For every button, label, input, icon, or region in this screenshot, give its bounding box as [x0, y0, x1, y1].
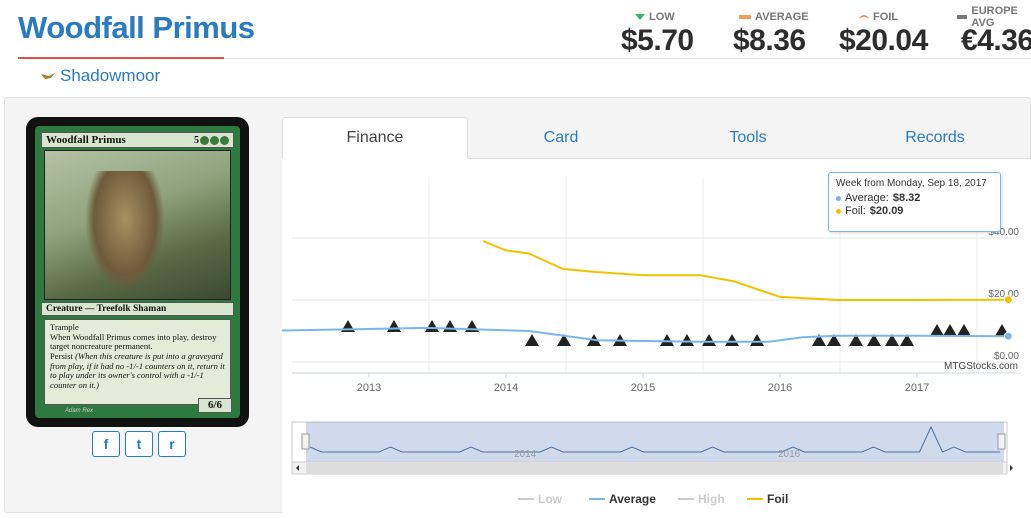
y-tick-label: $0.00 [994, 351, 1019, 362]
tooltip-average-value: $8.32 [892, 192, 921, 204]
set-symbol-icon [443, 320, 457, 332]
y-tick-label: $40.00 [988, 227, 1019, 238]
price-europe-value: €4.36 [961, 24, 1031, 57]
foil-dot-icon [836, 208, 841, 214]
set-symbol-icon [957, 324, 971, 336]
card-name: Woodfall Primus [46, 134, 126, 146]
legend-item: High [698, 492, 725, 506]
shadowmoor-set-icon [41, 73, 55, 79]
series-line-average [254, 326, 1009, 343]
navigator-handle [301, 433, 310, 450]
tooltip-foil-value: $20.09 [869, 205, 904, 217]
price-average: AVERAGE $8.36 [733, 11, 809, 57]
facebook-icon: f [103, 436, 109, 452]
x-tick-label: 2015 [631, 382, 655, 394]
chart-navigator[interactable]: 2014 2016 [291, 421, 1013, 475]
page-header: Woodfall Primus LOW $5.70 AVERAGE $8.36 … [0, 0, 1031, 60]
set-symbol-icon [425, 320, 439, 332]
legend-item: Low [538, 492, 563, 506]
set-symbol-icon [680, 334, 694, 346]
x-tick-label: 2013 [357, 382, 381, 394]
y-axis: $0.00 $20.00 $40.00 MTGStocks.com [944, 227, 1019, 372]
set-symbol-icon [750, 334, 764, 346]
chart-tooltip: Week from Monday, Sep 18, 2017 Average: $… [828, 172, 1001, 232]
tab-finance[interactable]: Finance [282, 117, 468, 159]
mana-cost: 5 [194, 134, 229, 146]
tab-tools[interactable]: Tools [729, 129, 767, 146]
x-tick-label: 2016 [768, 382, 792, 394]
series-marker-average [1003, 331, 1013, 341]
price-europe: EUROPE AVG €4.36 [957, 5, 1031, 58]
dash-icon [739, 15, 751, 19]
tab-bar: Finance Card Tools Records [282, 117, 1031, 159]
set-symbol-icon [525, 334, 539, 346]
navigator-label: 2016 [778, 449, 801, 460]
set-symbol-icon [867, 334, 881, 346]
legend-item: Average [609, 492, 656, 506]
set-symbol-icon [885, 334, 899, 346]
card-art [44, 150, 231, 300]
page-title: Woodfall Primus [18, 10, 255, 45]
set-symbol-icon [702, 334, 716, 346]
title-underline [18, 57, 224, 59]
set-symbol-icon [725, 334, 739, 346]
set-symbol-icon [812, 334, 826, 346]
x-axis: 2013 2014 2015 2016 2017 [357, 373, 929, 394]
set-symbol-icon [930, 324, 944, 336]
dash-icon [957, 15, 968, 19]
y-tick-label: $20.00 [988, 289, 1019, 300]
price-low-value: $5.70 [621, 24, 694, 57]
navigator-label: 2014 [514, 449, 537, 460]
twitter-share-button[interactable]: t [125, 431, 153, 457]
reddit-share-button[interactable]: r [158, 431, 186, 457]
set-symbol-icon [943, 324, 957, 336]
scroll-left-icon [296, 465, 299, 471]
card-rules-text: Trample When Woodfall Primus comes into … [44, 319, 231, 405]
card-type-line: Creature — Treefolk Shaman [41, 302, 234, 316]
tab-card[interactable]: Card [543, 129, 579, 146]
set-symbol-icon [900, 334, 914, 346]
price-chart-svg: 2013 2014 2015 2016 2017 $0.00 $20.00 $40.00 MT… [154, 177, 1019, 506]
watermark: MTGStocks.com [944, 361, 1018, 372]
series-line-foil [482, 240, 1009, 301]
set-symbol-icon [387, 320, 401, 332]
price-foil-value: $20.04 [839, 24, 928, 57]
facebook-share-button[interactable]: f [92, 431, 120, 457]
legend-item: Foil [767, 492, 788, 506]
navigator-scrollbar-thumb [306, 463, 1003, 473]
chart-legend: Low Average High Foil [518, 492, 788, 506]
twitter-icon: t [136, 436, 142, 452]
navigator-handle [997, 433, 1006, 450]
green-mana-icon [220, 135, 229, 145]
price-foil: FOIL $20.04 [839, 11, 928, 57]
average-dot-icon [836, 195, 841, 201]
x-tick-label: 2017 [905, 382, 929, 394]
tooltip-title: Week from Monday, Sep 18, 2017 [836, 178, 987, 189]
navigator-selection [306, 422, 1004, 462]
header-divider [224, 58, 1031, 59]
arrow-down-icon [635, 14, 645, 20]
set-symbol-icon [660, 334, 674, 346]
green-mana-icon [200, 135, 209, 145]
reddit-icon: r [169, 436, 175, 452]
tab-records[interactable]: Records [905, 129, 965, 146]
series-marker-foil [1003, 295, 1013, 305]
foil-icon [859, 14, 869, 20]
price-average-value: $8.36 [733, 24, 806, 57]
green-mana-icon [210, 135, 219, 145]
chart-series [254, 240, 1013, 343]
set-link[interactable]: Shadowmoor [40, 66, 160, 86]
card-artist: Adam Rex [65, 408, 94, 414]
card-power-toughness: 6/6 [198, 398, 232, 413]
card-image: Woodfall Primus 5 Creature — Treefolk Sh… [26, 117, 249, 427]
scroll-right-icon [1010, 465, 1013, 471]
set-symbol-icon [849, 334, 863, 346]
x-tick-label: 2014 [494, 382, 518, 394]
navigator-line [309, 425, 1000, 453]
set-symbol-icon [557, 334, 571, 346]
price-low: LOW $5.70 [621, 11, 694, 57]
set-symbol-icon [827, 334, 841, 346]
